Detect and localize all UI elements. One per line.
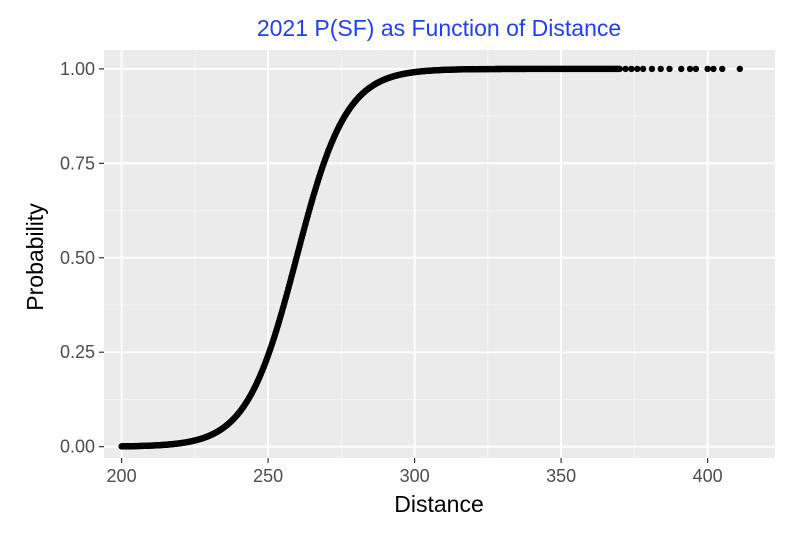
- x-tick-label: 350: [546, 466, 576, 486]
- data-point: [692, 65, 700, 73]
- x-axis-label: Distance: [394, 491, 483, 517]
- y-tick-label: 0.50: [60, 248, 95, 268]
- data-point: [639, 65, 647, 73]
- data-point: [648, 65, 656, 73]
- data-point: [704, 65, 711, 73]
- data-point: [616, 65, 623, 73]
- data-point: [622, 65, 629, 73]
- data-point: [628, 65, 635, 73]
- y-axis-label: Probability: [22, 203, 48, 311]
- y-tick-label: 1.00: [60, 59, 95, 79]
- chart-title: 2021 P(SF) as Function of Distance: [257, 15, 621, 41]
- x-tick-label: 200: [107, 466, 137, 486]
- x-axis-ticks: 200 250 300 350 400: [107, 458, 723, 486]
- data-point: [678, 65, 685, 73]
- data-point: [719, 65, 726, 73]
- plot-panel: [104, 50, 775, 458]
- data-point: [666, 65, 673, 73]
- x-tick-label: 250: [253, 466, 283, 486]
- data-point: [710, 65, 717, 73]
- y-tick-label: 0.00: [60, 437, 95, 457]
- data-point: [657, 65, 664, 73]
- data-point: [634, 65, 641, 73]
- data-point: [736, 65, 744, 73]
- y-axis-ticks: 0.00 0.25 0.50 0.75 1.00: [60, 59, 104, 457]
- data-point: [686, 65, 694, 73]
- data-points: [118, 65, 744, 450]
- x-tick-label: 300: [400, 466, 430, 486]
- y-tick-label: 0.25: [60, 342, 95, 362]
- x-tick-label: 400: [693, 466, 723, 486]
- y-tick-label: 0.75: [60, 153, 95, 173]
